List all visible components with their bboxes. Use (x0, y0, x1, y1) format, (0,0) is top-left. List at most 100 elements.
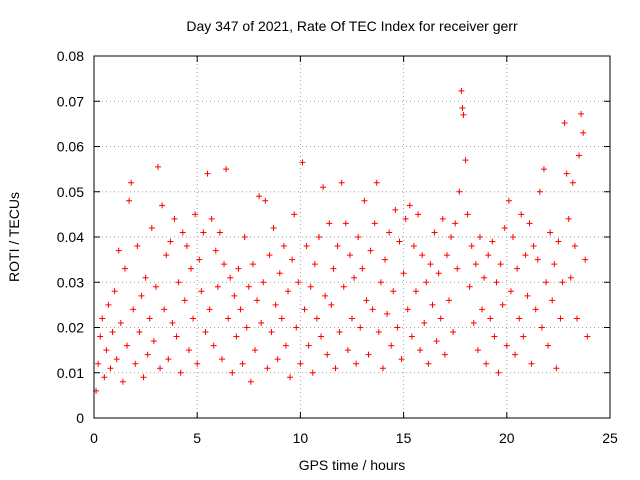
data-point (520, 333, 527, 340)
data-point (142, 274, 149, 281)
data-point (258, 319, 265, 326)
data-point (580, 129, 587, 136)
data-point (503, 342, 510, 349)
data-point (479, 306, 486, 313)
data-point (555, 238, 562, 245)
data-point (154, 163, 161, 170)
data-point (274, 356, 281, 363)
data-point (584, 333, 591, 340)
data-point (516, 315, 523, 322)
data-point (190, 315, 197, 322)
data-point (472, 261, 479, 268)
data-point (454, 265, 461, 272)
data-point (369, 306, 376, 313)
data-point (540, 166, 547, 173)
data-point (567, 274, 574, 281)
data-point (563, 170, 570, 177)
data-point (196, 256, 203, 263)
data-point (483, 360, 490, 367)
data-point (487, 315, 494, 322)
data-point (346, 252, 353, 259)
data-point (534, 256, 541, 263)
data-point (239, 360, 246, 367)
data-point (276, 270, 283, 277)
data-point (192, 211, 199, 218)
data-point (101, 374, 108, 381)
data-point (132, 360, 139, 367)
data-point (491, 333, 498, 340)
data-point (235, 265, 242, 272)
data-point (157, 365, 164, 372)
data-point (251, 347, 258, 354)
data-point (177, 369, 184, 376)
data-point (287, 374, 294, 381)
data-point (507, 288, 514, 295)
data-point (237, 306, 244, 313)
data-point (361, 197, 368, 204)
data-point (245, 283, 252, 290)
data-point (423, 279, 430, 286)
data-point (225, 315, 232, 322)
data-point (301, 306, 308, 313)
data-point (349, 315, 355, 322)
y-tick-label: 0.07 (57, 93, 84, 109)
data-point (561, 119, 568, 126)
data-point (260, 279, 267, 286)
data-point (415, 211, 422, 218)
data-point (421, 319, 428, 326)
data-point (307, 283, 314, 290)
y-tick-label: 0.01 (57, 365, 84, 381)
data-point (159, 202, 166, 209)
data-point (289, 256, 296, 263)
data-point (371, 220, 378, 227)
data-point (497, 261, 504, 268)
data-point (462, 157, 469, 164)
data-point (359, 265, 366, 272)
data-point (396, 238, 403, 245)
data-point (342, 220, 349, 227)
y-axis-label: ROTI / TECUs (6, 192, 22, 282)
data-point (322, 292, 329, 299)
x-tick-label: 10 (293, 430, 309, 446)
data-point (223, 166, 230, 173)
data-point (171, 215, 178, 222)
data-point (495, 369, 502, 376)
y-tick-label: 0 (76, 410, 84, 426)
data-point (146, 315, 153, 322)
data-point (536, 188, 543, 195)
data-point (305, 342, 312, 349)
data-point (315, 234, 322, 240)
data-point (382, 256, 389, 263)
data-point (365, 351, 372, 358)
data-point (299, 159, 306, 166)
data-point (185, 347, 192, 354)
data-point (227, 274, 234, 281)
data-point (390, 288, 397, 295)
y-tick-label: 0.02 (57, 320, 84, 336)
data-point (398, 356, 405, 363)
data-point (446, 297, 453, 304)
data-point (311, 261, 318, 268)
data-point (202, 329, 209, 336)
data-point (485, 252, 492, 259)
data-point (481, 274, 488, 281)
data-point (437, 315, 444, 322)
data-point (375, 329, 382, 336)
data-point (344, 347, 351, 354)
data-point (249, 261, 256, 268)
data-point (285, 288, 292, 295)
data-point (97, 333, 104, 340)
x-tick-label: 25 (602, 430, 618, 446)
data-point (264, 365, 271, 372)
data-point (336, 329, 343, 336)
data-point (377, 279, 384, 286)
data-point (218, 356, 225, 363)
data-point (126, 197, 133, 204)
data-point (175, 279, 182, 286)
x-tick-label: 15 (396, 430, 412, 446)
data-point (466, 283, 473, 290)
data-point (373, 179, 380, 186)
data-point (388, 342, 395, 349)
data-points (93, 87, 591, 394)
data-point (379, 365, 386, 372)
